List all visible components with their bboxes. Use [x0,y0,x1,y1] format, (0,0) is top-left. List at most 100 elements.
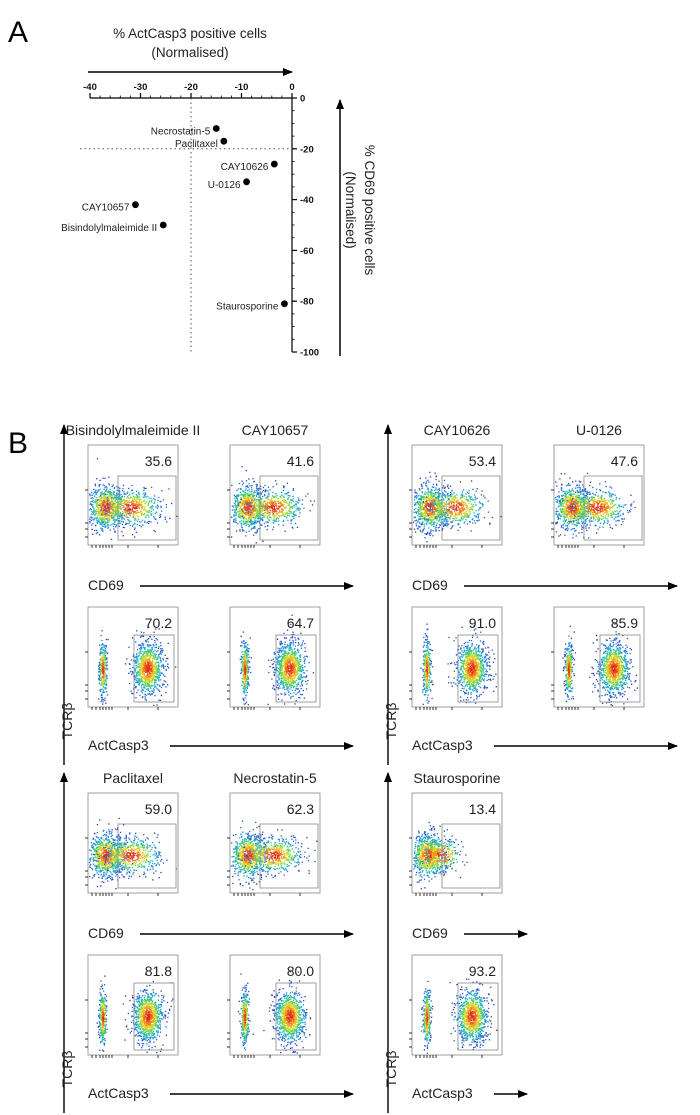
event-dot [252,512,254,515]
event-dot [144,516,146,518]
event-dot [245,664,247,666]
event-dot [235,507,237,509]
event-dot [105,514,107,516]
event-dot [257,499,259,501]
event-dot [105,486,107,488]
event-dot [248,647,250,650]
event-dot [290,696,292,698]
event-dot [101,527,104,530]
event-dot [144,690,146,693]
event-dot [112,519,115,521]
event-dot [115,509,117,511]
event-dot [250,657,252,659]
event-dot [98,663,101,665]
event-dot [121,490,124,492]
event-dot [96,504,98,507]
event-dot [106,675,108,678]
point-label: CAY10626 [221,162,269,173]
event-dot [279,669,281,672]
event-dot [281,514,283,516]
event-dot [133,528,136,531]
event-dot [151,648,154,650]
event-dot [234,511,237,513]
event-dot [233,515,235,517]
event-dot [141,691,143,694]
event-dot [299,659,301,661]
event-dot [119,516,121,518]
event-dot [261,491,263,493]
event-dot [148,683,150,685]
event-dot [136,674,138,676]
event-dot [101,505,103,507]
event-dot [127,523,129,525]
event-dot [162,650,164,652]
event-dot [134,675,136,677]
event-dot [247,681,249,683]
event-dot [113,491,115,493]
event-dot [290,500,292,502]
event-dot [104,668,106,670]
event-dot [293,515,295,517]
event-dot [101,644,103,646]
event-dot [162,659,164,661]
event-dot [113,506,115,509]
event-dot [112,501,114,503]
event-dot [126,503,128,506]
event-dot [112,492,114,494]
event-dot [111,503,114,506]
event-dot [100,672,102,674]
event-dot [257,492,259,494]
event-dot [99,689,101,691]
event-dot [233,494,235,496]
event-dot [115,518,117,520]
event-dot [95,499,97,501]
event-dot [247,704,249,706]
event-dot [94,485,97,487]
event-dot [175,666,177,668]
event-dot [99,499,101,501]
x-axis-title-line2: (Normalised) [151,45,228,60]
event-dot [159,670,161,672]
event-dot [290,675,292,678]
event-dot [279,662,281,665]
event-dot [243,517,245,519]
event-dot [273,674,276,676]
event-dot [100,652,102,654]
event-dot [140,511,142,513]
event-dot [293,685,295,687]
event-dot [158,496,160,499]
event-dot [144,698,146,700]
event-dot [249,637,251,639]
event-dot [154,646,156,649]
event-dot [122,535,124,537]
event-dot [99,523,101,525]
event-dot [105,522,107,524]
event-dot [151,660,153,662]
event-dot [297,692,299,694]
event-dot [243,687,245,689]
event-dot [260,492,263,494]
event-dot [114,496,116,499]
event-dot [265,509,267,511]
event-dot [250,671,252,674]
event-dot [231,536,233,538]
event-dot [300,632,302,634]
event-dot [288,672,291,674]
event-dot [160,686,163,689]
event-dot [273,507,275,509]
event-dot [131,670,133,673]
event-dot [143,667,146,669]
event-dot [147,658,150,661]
event-dot [108,509,110,511]
event-dot [160,645,162,647]
event-dot [102,691,104,693]
event-dot [112,515,115,517]
event-dot [124,503,126,505]
event-dot [236,498,238,500]
event-dot [123,509,126,511]
event-dot [104,667,106,669]
event-dot [151,514,153,516]
event-dot [105,688,107,690]
event-dot [247,678,249,680]
event-dot [288,655,291,657]
